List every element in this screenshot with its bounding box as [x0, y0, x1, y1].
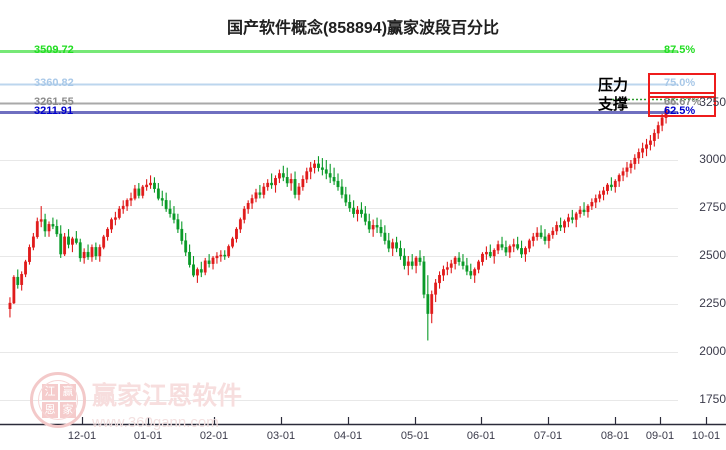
x-tick-05-01: 05-01	[400, 430, 430, 442]
x-tick-08-01: 08-01	[600, 430, 630, 442]
annotation-level-6667: 支撑	[598, 96, 629, 113]
x-tick-10-01: 10-01	[691, 430, 721, 442]
x-tick-04-01: 04-01	[333, 430, 363, 442]
level-lines	[0, 50, 700, 114]
price-label-level-8750: 3509.72	[34, 44, 74, 56]
y-tick-3000: 3000	[699, 152, 726, 166]
percent-label-level-7500: 75.0%	[664, 77, 696, 89]
percent-label-level-8750: 87.5%	[664, 44, 696, 56]
x-tick-02-01: 02-01	[199, 430, 229, 442]
price-label-level-6250: 3211.91	[34, 105, 74, 117]
y-tick-2000: 2000	[699, 344, 726, 358]
grid-lines	[0, 103, 678, 401]
y-tick-2250: 2250	[699, 296, 726, 310]
y-tick-1750: 1750	[699, 392, 726, 406]
price-label-level-7500: 3360.82	[34, 77, 74, 89]
x-tick-03-01: 03-01	[266, 430, 296, 442]
x-tick-07-01: 07-01	[533, 430, 563, 442]
page-title: 国产软件概念(858894)赢家波段百分比	[226, 20, 500, 37]
annotation-level-7500: 压力	[598, 77, 629, 94]
y-tick-2750: 2750	[699, 200, 726, 214]
y-tick-2500: 2500	[699, 248, 726, 262]
x-tick-12-01: 12-01	[67, 430, 97, 442]
x-tick-06-01: 06-01	[466, 430, 496, 442]
candles	[8, 106, 668, 341]
y-tick-3250: 3250	[699, 95, 726, 109]
x-tick-01-01: 01-01	[133, 430, 163, 442]
price-label-level-6667: 3261.55	[34, 96, 74, 108]
percent-label-level-6667: 66.67%	[664, 96, 702, 108]
axis-lines	[0, 417, 726, 426]
x-tick-09-01: 09-01	[645, 430, 675, 442]
percent-label-level-6250: 62.5%	[664, 105, 696, 117]
